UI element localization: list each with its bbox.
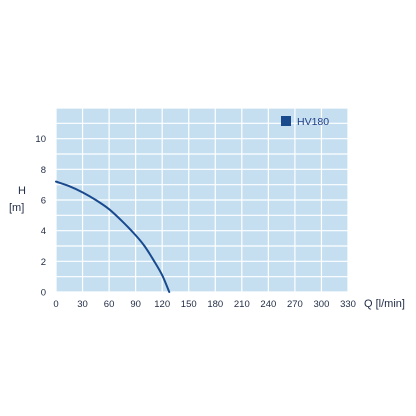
x-tick-label-8: 240 [260, 299, 276, 310]
curves [55, 180, 171, 293]
x-tick-label-1: 30 [77, 299, 88, 310]
curve-hv180 [55, 180, 171, 293]
y-tick-label-0: 0 [41, 288, 46, 299]
y-axis-title-symbol: H [18, 185, 26, 197]
legend-label-hv180: HV180 [297, 116, 329, 128]
x-tick-label-5: 150 [181, 299, 197, 310]
x-tick-label-11: 330 [340, 299, 356, 310]
y-tick-label-5: 10 [35, 134, 46, 145]
x-tick-label-7: 210 [234, 299, 250, 310]
x-tick-label-0: 0 [53, 299, 58, 310]
grid [55, 107, 349, 293]
y-axis-ticks: 0 2 4 6 8 10 [35, 134, 46, 298]
y-tick-label-4: 8 [41, 165, 46, 176]
x-axis-ticks: 0 30 60 90 120 150 180 210 240 270 300 330 [53, 299, 356, 310]
x-tick-label-9: 270 [287, 299, 303, 310]
y-axis-title-unit: [m] [9, 202, 24, 214]
legend: HV180 [281, 116, 329, 128]
legend-swatch-hv180 [281, 116, 291, 126]
x-tick-label-6: 180 [207, 299, 223, 310]
x-axis-title: Q [l/min] [364, 298, 405, 310]
y-tick-label-3: 6 [41, 196, 46, 207]
x-tick-label-2: 60 [104, 299, 115, 310]
x-tick-label-10: 300 [314, 299, 330, 310]
y-tick-label-1: 2 [41, 257, 46, 268]
x-tick-label-3: 90 [130, 299, 141, 310]
y-tick-label-2: 4 [41, 226, 46, 237]
x-tick-label-4: 120 [154, 299, 170, 310]
